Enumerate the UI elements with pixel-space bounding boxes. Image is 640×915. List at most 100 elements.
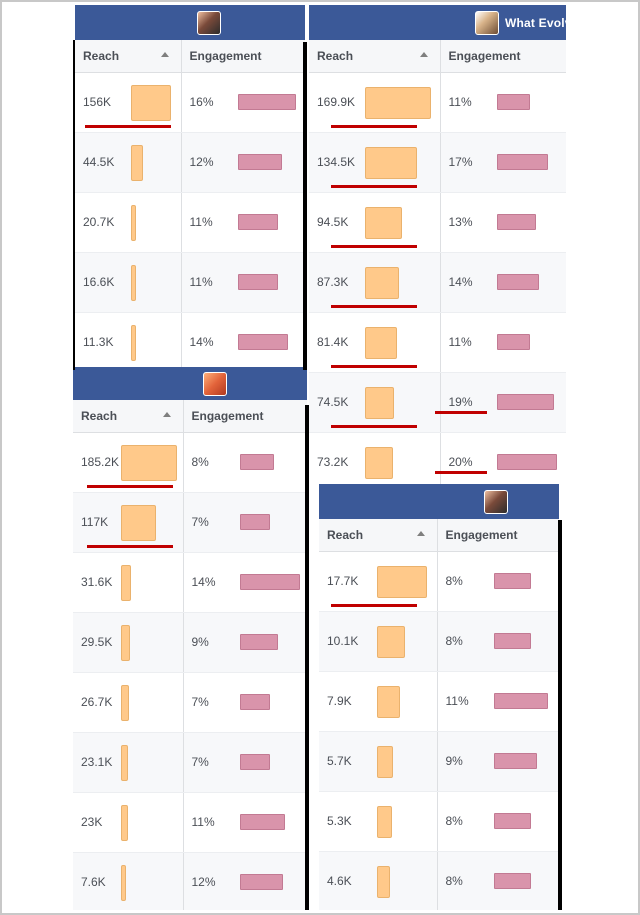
red-underline-annotation [331, 364, 417, 368]
engagement-cell: 7% [183, 492, 307, 553]
engagement-bar [493, 872, 531, 889]
red-underline-annotation [85, 124, 171, 128]
table-row[interactable]: 10.1K 8% [319, 611, 559, 672]
engagement-bar [239, 693, 270, 710]
collage-divider [73, 40, 75, 370]
red-underline-annotation [331, 424, 417, 428]
table-row[interactable]: 11.3K 14% [75, 312, 305, 370]
table-row[interactable]: 169.9K 11% [309, 72, 566, 133]
engagement-column-header[interactable]: Engagement [181, 40, 305, 73]
reach-header-label: Reach [81, 408, 118, 423]
engagement-bar [496, 393, 554, 410]
reach-column-header[interactable]: Reach [75, 40, 182, 73]
table-row[interactable]: 17.7K 8% [319, 551, 559, 612]
table-row[interactable]: 20.7K 11% [75, 192, 305, 253]
engagement-value: 19% [448, 394, 473, 409]
reach-cell: 156K [75, 72, 182, 133]
engagement-value: 7% [191, 694, 209, 709]
engagement-cell: 7% [183, 672, 307, 733]
table-row[interactable]: 31.6K 14% [73, 552, 307, 613]
engagement-value: 20% [448, 454, 473, 469]
table-row[interactable]: 7.9K 11% [319, 671, 559, 732]
red-underline-annotation [331, 244, 417, 248]
reach-bar [121, 684, 129, 721]
reach-bar [131, 84, 171, 121]
reach-value: 117K [81, 514, 109, 529]
reach-bar [121, 504, 156, 541]
engagement-column-header[interactable]: Engagement [183, 400, 307, 433]
engagement-cell: 14% [183, 552, 307, 613]
table-row[interactable]: 156K 16% [75, 72, 305, 133]
engagement-bar [496, 213, 536, 230]
engagement-header-label: Engagement [189, 48, 262, 63]
engagement-cell: 8% [437, 611, 559, 672]
reach-value: 5.7K [327, 753, 352, 768]
reach-value: 10.1K [327, 633, 359, 648]
engagement-column-header[interactable]: Engagement [440, 40, 566, 73]
table-row[interactable]: 44.5K 12% [75, 132, 305, 193]
red-underline-annotation [331, 304, 417, 308]
page-header-bar [75, 5, 305, 40]
table-row[interactable]: 23.1K 7% [73, 732, 307, 793]
reach-value: 134.5K [317, 154, 356, 169]
engagement-value: 8% [445, 813, 463, 828]
insights-panel-2: What Evolv Reach Engagement 169.9K 11% 134… [309, 5, 566, 487]
red-underline-annotation [87, 484, 173, 488]
collage-divider [303, 42, 307, 370]
table-row[interactable]: 5.3K 8% [319, 791, 559, 852]
reach-header-label: Reach [83, 48, 120, 63]
reach-header-label: Reach [327, 527, 364, 542]
sort-asc-icon[interactable] [162, 412, 171, 417]
table-row[interactable]: 81.4K 11% [309, 312, 566, 373]
engagement-bar [496, 153, 548, 170]
table-row[interactable]: 185.2K 8% [73, 432, 307, 493]
engagement-cell: 16% [181, 72, 305, 133]
table-row[interactable]: 87.3K 14% [309, 252, 566, 313]
reach-value: 16.6K [83, 274, 115, 289]
engagement-bar [239, 513, 270, 530]
reach-column-header[interactable]: Reach [73, 400, 184, 433]
engagement-value: 7% [191, 514, 209, 529]
engagement-bar [493, 632, 531, 649]
sort-asc-icon[interactable] [160, 52, 169, 57]
reach-column-header[interactable]: Reach [319, 519, 438, 552]
table-row[interactable]: 7.6K 12% [73, 852, 307, 910]
engagement-cell: 8% [437, 551, 559, 612]
table-row[interactable]: 26.7K 7% [73, 672, 307, 733]
engagement-column-header[interactable]: Engagement [437, 519, 559, 552]
engagement-bar [493, 812, 531, 829]
reach-value: 94.5K [317, 214, 349, 229]
reach-cell: 10.1K [319, 611, 438, 672]
table-row[interactable]: 23K 11% [73, 792, 307, 853]
reach-cell: 81.4K [309, 312, 441, 373]
reach-value: 169.9K [317, 94, 356, 109]
engagement-cell: 11% [183, 792, 307, 853]
table-row[interactable]: 4.6K 8% [319, 851, 559, 910]
engagement-cell: 8% [437, 851, 559, 910]
reach-bar [377, 745, 393, 778]
table-row[interactable]: 73.2K 20% [309, 432, 566, 487]
reach-column-header[interactable]: Reach [309, 40, 441, 73]
reach-cell: 185.2K [73, 432, 184, 493]
reach-bar [377, 685, 400, 718]
table-row[interactable]: 117K 7% [73, 492, 307, 553]
engagement-value: 11% [189, 214, 213, 229]
reach-value: 74.5K [317, 394, 349, 409]
engagement-bar [237, 93, 296, 110]
engagement-bar [496, 273, 539, 290]
engagement-cell: 14% [440, 252, 566, 313]
reach-bar [131, 204, 136, 241]
table-row[interactable]: 5.7K 9% [319, 731, 559, 792]
reach-bar [121, 804, 128, 841]
table-row[interactable]: 134.5K 17% [309, 132, 566, 193]
reach-bar [365, 266, 399, 299]
reach-cell: 31.6K [73, 552, 184, 613]
table-row[interactable]: 74.5K 19% [309, 372, 566, 433]
table-row[interactable]: 94.5K 13% [309, 192, 566, 253]
table-row[interactable]: 16.6K 11% [75, 252, 305, 313]
reach-value: 11.3K [83, 334, 114, 349]
sort-asc-icon[interactable] [419, 52, 428, 57]
reach-bar [377, 865, 390, 898]
sort-asc-icon[interactable] [416, 531, 425, 536]
table-row[interactable]: 29.5K 9% [73, 612, 307, 673]
